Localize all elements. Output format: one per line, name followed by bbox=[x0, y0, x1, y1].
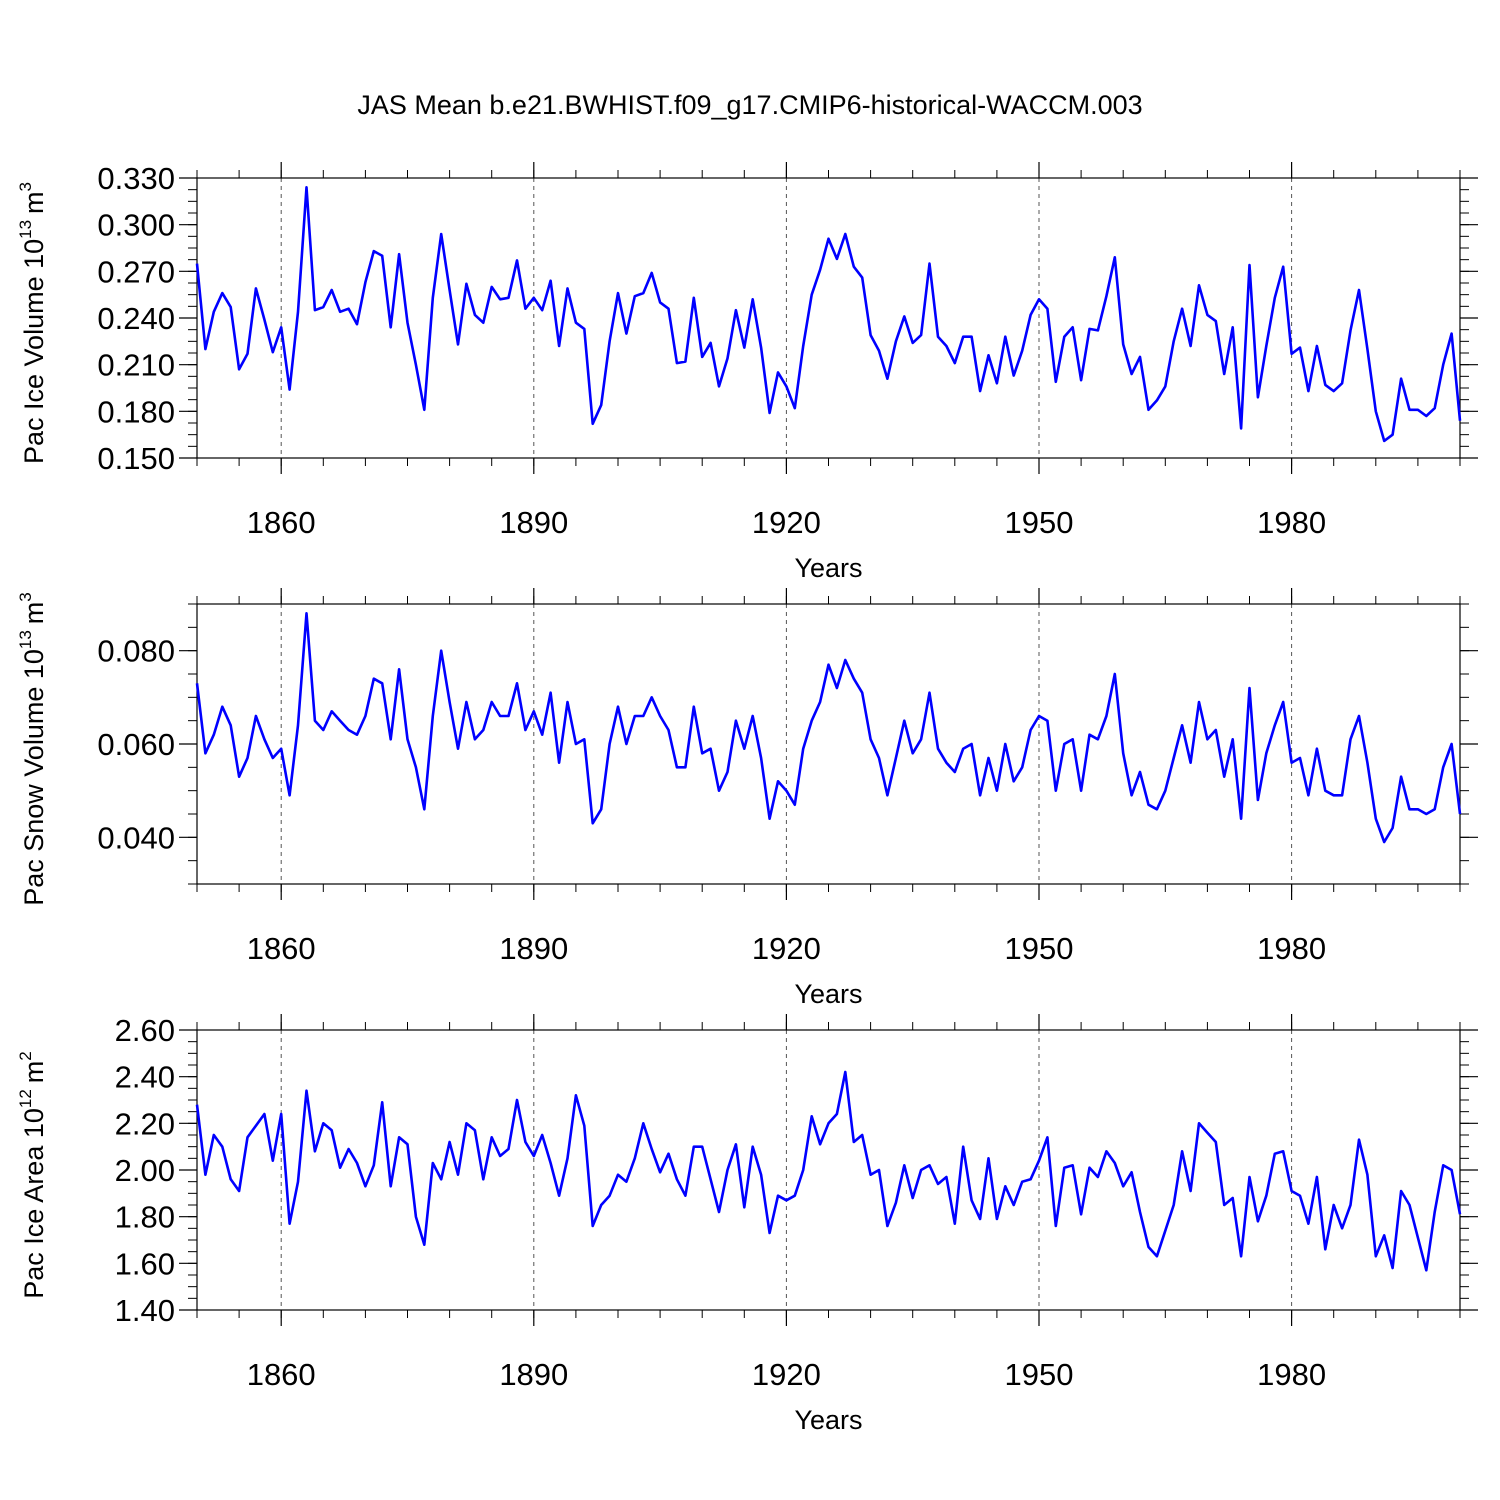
series-line bbox=[195, 611, 1462, 844]
figure-title: JAS Mean b.e21.BWHIST.f09_g17.CMIP6-hist… bbox=[357, 90, 1142, 120]
y-axis-label-text: Pac Ice Area 10 bbox=[19, 1108, 49, 1299]
y-axis-label: Pac Snow Volume 1013 m3 bbox=[16, 592, 49, 906]
y-axis-label: Pac Ice Volume 1013 m3 bbox=[16, 182, 49, 464]
plot-frame bbox=[196, 177, 1461, 459]
x-axis-label: Years bbox=[794, 979, 862, 1009]
y-tick-label: 1.60 bbox=[115, 1246, 175, 1281]
x-tick-label: 1860 bbox=[247, 931, 316, 966]
y-axis-label-unit-exponent: 3 bbox=[16, 592, 35, 601]
y-tick-label: 1.40 bbox=[115, 1293, 175, 1328]
y-tick-label: 2.60 bbox=[115, 1013, 175, 1048]
x-axis-label: Years bbox=[794, 1405, 862, 1435]
panel-3: 1860 1890 1920 1950 1980 1.40 1.60 1.80 2.00 2.20… bbox=[16, 1013, 1478, 1435]
x-tick-label: 1920 bbox=[752, 931, 821, 966]
x-tick-label: 1980 bbox=[1257, 505, 1326, 540]
panel-1: 1860 1890 1920 1950 1980 0.150 0.180 0.210 0.240… bbox=[16, 161, 1478, 583]
x-tick-label: 1950 bbox=[1005, 505, 1074, 540]
x-tick-label: 1890 bbox=[499, 931, 568, 966]
series-line bbox=[195, 186, 1462, 443]
y-axis-label-unit-exponent: 2 bbox=[16, 1051, 35, 1060]
x-tick-label: 1950 bbox=[1005, 931, 1074, 966]
y-tick-label: 0.080 bbox=[97, 634, 175, 669]
y-tick-label: 0.040 bbox=[97, 820, 175, 855]
plot-frame bbox=[196, 1029, 1461, 1311]
x-axis-label: Years bbox=[794, 553, 862, 583]
plot-frame bbox=[196, 603, 1461, 885]
y-tick-label: 1.80 bbox=[115, 1200, 175, 1235]
y-tick-label: 0.060 bbox=[97, 727, 175, 762]
x-tick-label: 1920 bbox=[752, 505, 821, 540]
series-line bbox=[195, 1070, 1462, 1272]
y-axis-label-unit-exponent: 3 bbox=[16, 182, 35, 191]
y-axis-label: Pac Ice Area 1012 m2 bbox=[16, 1051, 49, 1299]
y-axis-label-unit: m bbox=[19, 602, 49, 625]
y-axis-label-text: Pac Snow Volume 10 bbox=[19, 649, 49, 906]
x-tick-label: 1860 bbox=[247, 505, 316, 540]
y-axis-label-exponent: 12 bbox=[16, 1089, 35, 1108]
x-tick-label: 1890 bbox=[499, 1357, 568, 1392]
x-tick-label: 1980 bbox=[1257, 931, 1326, 966]
x-tick-label: 1890 bbox=[499, 505, 568, 540]
y-tick-label: 0.210 bbox=[97, 348, 175, 383]
y-tick-label: 0.150 bbox=[97, 441, 175, 476]
y-tick-label: 0.270 bbox=[97, 254, 175, 289]
y-tick-label: 0.300 bbox=[97, 208, 175, 243]
y-tick-label: 0.180 bbox=[97, 394, 175, 429]
y-tick-label: 2.00 bbox=[115, 1153, 175, 1188]
x-tick-label: 1950 bbox=[1005, 1357, 1074, 1392]
y-axis-label-exponent: 13 bbox=[16, 630, 35, 649]
y-tick-label: 0.240 bbox=[97, 301, 175, 336]
x-tick-label: 1860 bbox=[247, 1357, 316, 1392]
x-tick-label: 1920 bbox=[752, 1357, 821, 1392]
y-axis-label-exponent: 13 bbox=[16, 220, 35, 239]
y-tick-label: 0.330 bbox=[97, 161, 175, 196]
y-tick-label: 2.40 bbox=[115, 1060, 175, 1095]
y-axis-label-unit: m bbox=[19, 1061, 49, 1084]
y-tick-label: 2.20 bbox=[115, 1106, 175, 1141]
x-tick-label: 1980 bbox=[1257, 1357, 1326, 1392]
y-axis-label-text: Pac Ice Volume 10 bbox=[19, 239, 49, 464]
y-axis-label-unit: m bbox=[19, 191, 49, 214]
panel-2: 1860 1890 1920 1950 1980 0.040 0.060 0.080 Years… bbox=[16, 588, 1478, 1009]
